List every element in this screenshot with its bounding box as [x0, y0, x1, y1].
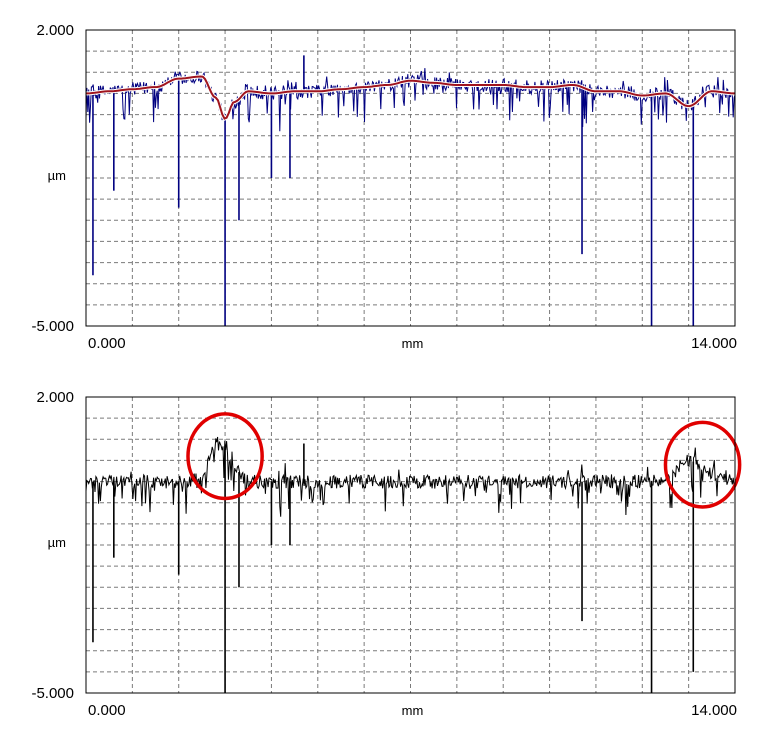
top-plot-frame	[85, 29, 736, 327]
top-x-unit-label: mm	[402, 336, 424, 351]
bottom-plot-frame	[85, 396, 736, 694]
bottom-x-max-label: 14.000	[691, 702, 737, 719]
top-plot-area	[86, 55, 735, 326]
top-y-max-label: 2.000	[36, 22, 74, 39]
bottom-profile-line	[86, 436, 735, 517]
top-grid	[86, 30, 735, 326]
bottom-series-layer	[86, 436, 735, 693]
bottom-x-unit-label: mm	[402, 703, 424, 718]
top-x-min-label: 0.000	[88, 335, 126, 352]
bottom-profile-chart: 2.000 -5.000 µm 0.000 14.000 mm	[31, 389, 742, 719]
bottom-grid	[86, 397, 735, 693]
top-profile-chart: 2.000 -5.000 µm 0.000 14.000 mm	[31, 22, 737, 352]
top-x-max-label: 14.000	[691, 335, 737, 352]
bottom-y-min-label: -5.000	[31, 685, 74, 702]
bottom-plot-area	[86, 412, 742, 693]
bottom-x-min-label: 0.000	[88, 702, 126, 719]
top-y-min-label: -5.000	[31, 318, 74, 335]
bottom-highlight-ellipse	[186, 412, 264, 501]
top-series-layer	[86, 55, 735, 326]
bottom-y-unit-label: µm	[48, 535, 66, 550]
bottom-y-max-label: 2.000	[36, 389, 74, 406]
top-y-unit-label: µm	[48, 168, 66, 183]
bottom-highlight-ellipse	[663, 420, 742, 509]
top-filter-line	[86, 75, 735, 120]
